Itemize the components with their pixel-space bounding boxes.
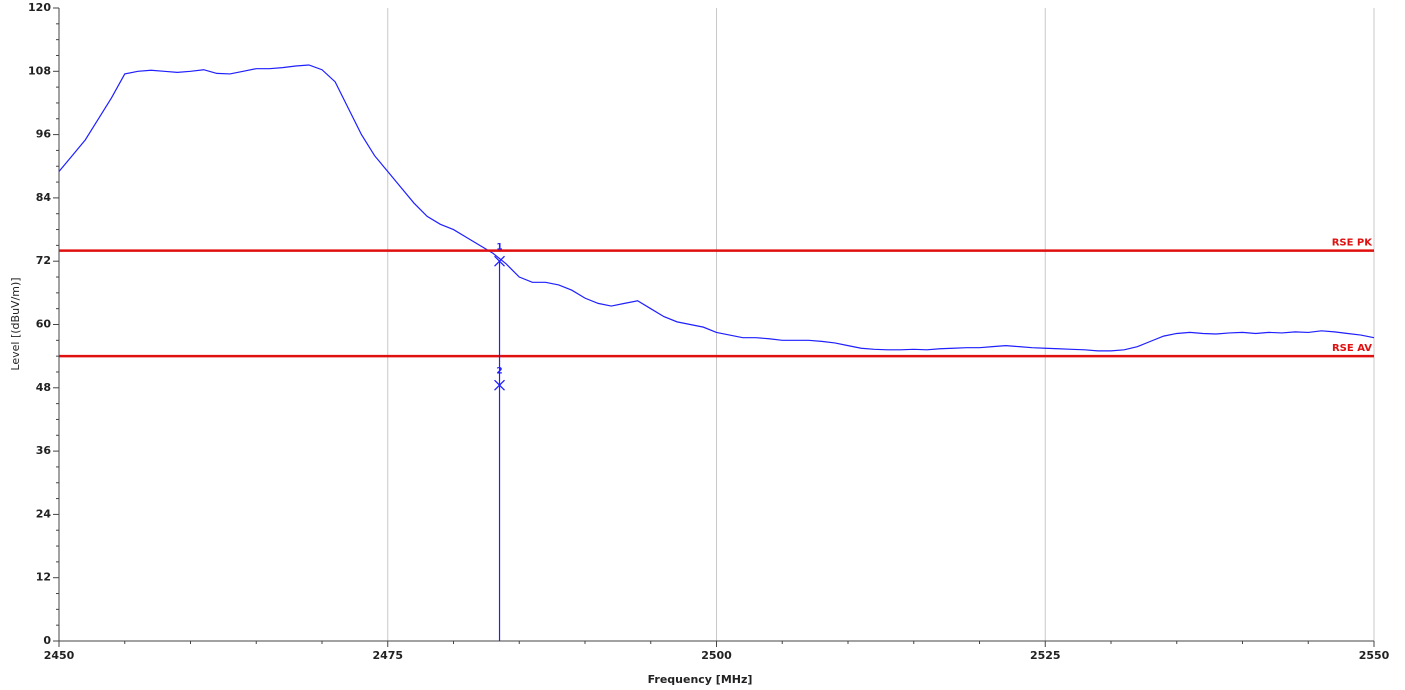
y-tick-label: 120 <box>28 1 51 14</box>
trace-line <box>58 64 1375 352</box>
y-tick-label: 84 <box>36 191 52 204</box>
y-tick-label: 60 <box>36 318 52 331</box>
limit-label: RSE AV <box>1332 343 1372 354</box>
y-tick-label: 72 <box>36 254 51 267</box>
x-tick-label: 2550 <box>1359 649 1390 662</box>
y-tick-label: 108 <box>28 64 51 77</box>
y-tick-label: 96 <box>36 128 52 141</box>
y-tick-label: 12 <box>36 571 51 584</box>
x-tick-label: 2450 <box>44 649 75 662</box>
y-tick-label: 0 <box>43 634 51 647</box>
y-tick-label: 24 <box>36 507 52 520</box>
limit-label: RSE PK <box>1332 238 1374 249</box>
y-tick-label: 36 <box>36 444 52 457</box>
y-tick-label: 48 <box>36 381 51 394</box>
x-tick-label: 2525 <box>1030 649 1061 662</box>
marker-label: 1 <box>496 243 502 253</box>
y-axis-label: Level [(dBuV/m)] <box>9 277 22 370</box>
x-tick-label: 2500 <box>701 649 732 662</box>
marker <box>494 255 505 267</box>
marker <box>494 379 505 391</box>
x-axis-label: Frequency [MHz] <box>648 673 753 686</box>
x-tick-label: 2475 <box>372 649 403 662</box>
marker-label: 2 <box>496 367 502 377</box>
